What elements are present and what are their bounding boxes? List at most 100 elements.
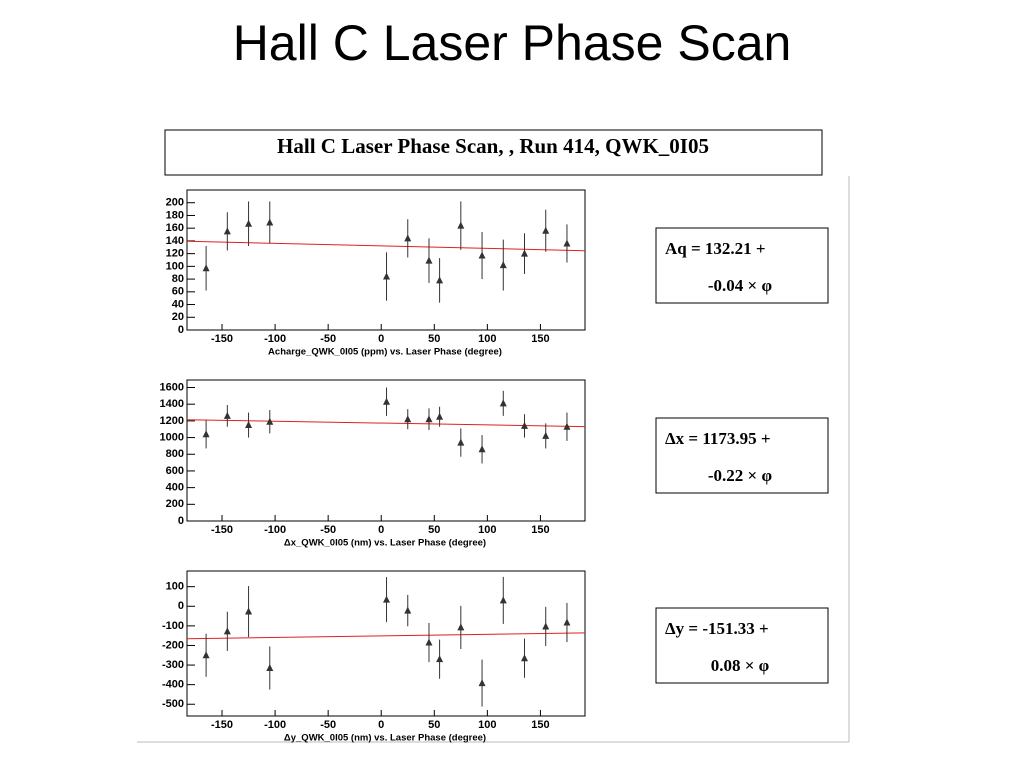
data-point — [404, 234, 412, 242]
data-point — [404, 415, 412, 423]
x-tick-label: 50 — [428, 524, 440, 536]
y-tick-label: 200 — [166, 498, 184, 510]
y-tick-label: 40 — [172, 298, 184, 310]
fit-line — [186, 419, 586, 428]
data-point — [499, 261, 507, 269]
y-tick-label: -200 — [162, 639, 184, 651]
x-tick-label: -100 — [264, 719, 286, 731]
y-tick-label: 400 — [166, 482, 184, 494]
fit-label: -0.04 × φ — [708, 276, 773, 295]
slide-title: Hall C Laser Phase Scan — [233, 15, 792, 71]
data-point — [404, 606, 412, 614]
panel-title-box — [164, 129, 823, 176]
y-tick-label: 1000 — [160, 431, 184, 443]
data-point — [499, 596, 507, 604]
y-tick-label: 100 — [166, 260, 184, 272]
y-tick-label: 160 — [166, 222, 184, 234]
fit-label: Aq = 132.21 + — [665, 239, 766, 258]
data-point — [521, 249, 529, 257]
fit-line — [186, 240, 586, 252]
y-tick-label: 1600 — [160, 381, 184, 393]
fit-label: Δy = -151.33 + — [665, 619, 769, 638]
fit-line — [186, 632, 586, 640]
data-point — [521, 654, 529, 662]
x-axis-title: Δx_QWK_0I05 (nm) vs. Laser Phase (degree… — [284, 538, 486, 549]
data-point — [383, 272, 391, 280]
x-tick-label: -50 — [320, 719, 336, 731]
x-tick-label: 0 — [378, 524, 384, 536]
data-point — [521, 421, 529, 429]
y-tick-label: -300 — [162, 659, 184, 671]
x-tick-label: 0 — [378, 719, 384, 731]
data-point — [223, 227, 231, 235]
x-tick-label: 50 — [428, 719, 440, 731]
y-tick-label: -100 — [162, 620, 184, 632]
data-point — [245, 219, 253, 227]
y-tick-label: 800 — [166, 448, 184, 460]
data-point — [202, 430, 210, 438]
x-tick-label: -100 — [264, 524, 286, 536]
y-tick-label: 0 — [178, 600, 184, 612]
data-point — [425, 256, 433, 264]
data-point — [266, 663, 274, 671]
y-tick-label: 600 — [166, 465, 184, 477]
x-tick-label: 50 — [428, 333, 440, 345]
x-tick-label: 150 — [531, 524, 549, 536]
data-point — [436, 412, 444, 420]
y-tick-label: -500 — [162, 698, 184, 710]
x-tick-label: 100 — [478, 333, 496, 345]
data-point — [436, 655, 444, 663]
y-tick-label: 80 — [172, 273, 184, 285]
data-point — [542, 431, 550, 439]
data-point — [223, 627, 231, 635]
plot-frame — [186, 570, 586, 717]
x-tick-label: -50 — [320, 524, 336, 536]
data-point — [542, 226, 550, 234]
plot-frame — [186, 189, 586, 331]
x-tick-label: -50 — [320, 333, 336, 345]
panel-title: Hall C Laser Phase Scan, , Run 414, QWK_… — [277, 134, 709, 158]
data-point — [202, 651, 210, 659]
data-point — [457, 221, 465, 229]
x-tick-label: -150 — [211, 719, 233, 731]
data-point — [383, 397, 391, 405]
data-point — [478, 251, 486, 259]
x-tick-label: 0 — [378, 333, 384, 345]
y-tick-label: 60 — [172, 286, 184, 298]
fit-box — [655, 227, 829, 304]
x-axis-title: Δy_QWK_0I05 (nm) vs. Laser Phase (degree… — [284, 733, 486, 744]
data-point — [266, 218, 274, 226]
x-tick-label: -150 — [211, 524, 233, 536]
x-tick-label: -150 — [211, 333, 233, 345]
y-tick-label: 0 — [178, 515, 184, 527]
data-point — [245, 607, 253, 615]
data-point — [245, 421, 253, 429]
data-point — [457, 623, 465, 631]
data-point — [202, 264, 210, 272]
y-tick-label: 180 — [166, 209, 184, 221]
data-point — [563, 422, 571, 430]
data-point — [457, 438, 465, 446]
data-point — [223, 411, 231, 419]
data-point — [425, 638, 433, 646]
y-tick-label: -400 — [162, 679, 184, 691]
fit-label: Δx = 1173.95 + — [665, 429, 771, 448]
data-point — [425, 415, 433, 423]
data-point — [383, 595, 391, 603]
y-tick-label: 0 — [178, 324, 184, 336]
fit-label: 0.08 × φ — [711, 656, 770, 675]
data-point — [266, 417, 274, 425]
fit-box — [655, 417, 829, 494]
y-tick-label: 20 — [172, 311, 184, 323]
y-tick-label: 140 — [166, 235, 184, 247]
fit-label: -0.22 × φ — [708, 466, 773, 485]
y-tick-label: 120 — [166, 248, 184, 260]
y-tick-label: 200 — [166, 197, 184, 209]
x-tick-label: 150 — [531, 333, 549, 345]
x-axis-title: Acharge_QWK_0I05 (ppm) vs. Laser Phase (… — [268, 347, 502, 358]
x-tick-label: 150 — [531, 719, 549, 731]
x-tick-label: 100 — [478, 524, 496, 536]
y-tick-label: 1200 — [160, 415, 184, 427]
data-point — [478, 445, 486, 453]
